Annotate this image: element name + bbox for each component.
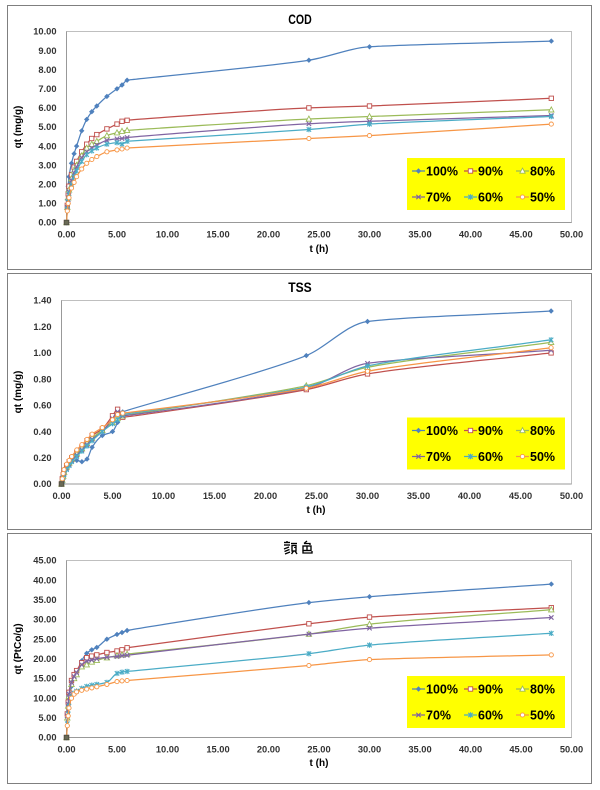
- svg-text:90%: 90%: [478, 165, 503, 179]
- svg-text:10.00: 10.00: [156, 230, 179, 240]
- svg-text:45.00: 45.00: [509, 230, 532, 240]
- svg-text:4.00: 4.00: [38, 141, 56, 151]
- svg-text:10.00: 10.00: [152, 491, 175, 501]
- svg-text:20.00: 20.00: [254, 491, 277, 501]
- svg-text:25.00: 25.00: [305, 491, 328, 501]
- svg-text:1.00: 1.00: [38, 199, 56, 209]
- svg-text:30.00: 30.00: [358, 745, 381, 755]
- svg-text:45.00: 45.00: [33, 556, 56, 566]
- svg-text:qt (PtCo/g): qt (PtCo/g): [13, 623, 24, 674]
- svg-text:10.00: 10.00: [33, 693, 56, 703]
- svg-text:40.00: 40.00: [458, 491, 481, 501]
- svg-text:100%: 100%: [426, 424, 458, 438]
- svg-text:60%: 60%: [478, 709, 503, 723]
- svg-text:t (h): t (h): [307, 505, 326, 516]
- svg-text:80%: 80%: [530, 683, 555, 697]
- svg-text:50.00: 50.00: [560, 491, 583, 501]
- svg-text:35.00: 35.00: [407, 491, 430, 501]
- svg-text:7.00: 7.00: [38, 84, 56, 94]
- svg-text:15.00: 15.00: [33, 674, 56, 684]
- svg-text:35.00: 35.00: [408, 230, 431, 240]
- svg-text:50%: 50%: [530, 709, 555, 723]
- svg-text:20.00: 20.00: [257, 745, 280, 755]
- svg-text:0.40: 0.40: [33, 427, 51, 437]
- svg-text:9.00: 9.00: [38, 46, 56, 56]
- svg-text:70%: 70%: [426, 450, 451, 464]
- svg-text:20.00: 20.00: [33, 654, 56, 664]
- svg-text:5.00: 5.00: [108, 745, 126, 755]
- svg-text:1.00: 1.00: [33, 348, 51, 358]
- svg-text:50%: 50%: [530, 191, 555, 205]
- svg-text:100%: 100%: [426, 683, 458, 697]
- svg-text:20.00: 20.00: [257, 230, 280, 240]
- svg-text:50.00: 50.00: [560, 745, 583, 755]
- svg-text:35.00: 35.00: [33, 595, 56, 605]
- svg-text:qt (mg/g): qt (mg/g): [13, 371, 24, 414]
- svg-text:8.00: 8.00: [38, 65, 56, 75]
- svg-text:10.00: 10.00: [156, 745, 179, 755]
- svg-text:35.00: 35.00: [408, 745, 431, 755]
- svg-text:30.00: 30.00: [33, 615, 56, 625]
- svg-text:60%: 60%: [478, 450, 503, 464]
- svg-text:15.00: 15.00: [203, 491, 226, 501]
- svg-text:90%: 90%: [478, 424, 503, 438]
- svg-text:0.00: 0.00: [38, 733, 56, 743]
- svg-text:40.00: 40.00: [459, 745, 482, 755]
- svg-text:25.00: 25.00: [307, 230, 330, 240]
- svg-text:0.00: 0.00: [33, 479, 51, 489]
- svg-text:50.00: 50.00: [560, 230, 583, 240]
- svg-text:1.20: 1.20: [33, 322, 51, 332]
- svg-text:0.20: 0.20: [33, 453, 51, 463]
- svg-text:70%: 70%: [426, 191, 451, 205]
- svg-text:15.00: 15.00: [206, 230, 229, 240]
- svg-text:40.00: 40.00: [459, 230, 482, 240]
- svg-text:50%: 50%: [530, 450, 555, 464]
- svg-text:60%: 60%: [478, 191, 503, 205]
- svg-text:t (h): t (h): [310, 758, 329, 769]
- svg-text:1.40: 1.40: [33, 296, 51, 306]
- svg-text:0.00: 0.00: [57, 745, 75, 755]
- svg-text:45.00: 45.00: [509, 491, 532, 501]
- svg-text:5.00: 5.00: [38, 122, 56, 132]
- svg-text:0.00: 0.00: [57, 230, 75, 240]
- svg-text:25.00: 25.00: [307, 745, 330, 755]
- svg-text:0.00: 0.00: [52, 491, 70, 501]
- svg-text:t (h): t (h): [310, 244, 329, 255]
- svg-text:qt (mg/g): qt (mg/g): [13, 106, 24, 149]
- svg-text:30.00: 30.00: [358, 230, 381, 240]
- svg-text:0.80: 0.80: [33, 374, 51, 384]
- svg-text:2.00: 2.00: [38, 180, 56, 190]
- svg-text:5.00: 5.00: [38, 713, 56, 723]
- svg-text:25.00: 25.00: [33, 634, 56, 644]
- svg-text:10.00: 10.00: [33, 27, 56, 37]
- svg-text:80%: 80%: [530, 165, 555, 179]
- svg-text:0.00: 0.00: [38, 218, 56, 228]
- svg-text:0.60: 0.60: [33, 401, 51, 411]
- svg-text:5.00: 5.00: [103, 491, 121, 501]
- svg-text:100%: 100%: [426, 165, 458, 179]
- svg-text:COD: COD: [288, 11, 312, 27]
- svg-text:6.00: 6.00: [38, 103, 56, 113]
- svg-text:15.00: 15.00: [206, 745, 229, 755]
- svg-text:TSS: TSS: [288, 279, 312, 295]
- svg-text:90%: 90%: [478, 683, 503, 697]
- svg-text:80%: 80%: [530, 424, 555, 438]
- svg-text:5.00: 5.00: [108, 230, 126, 240]
- svg-text:40.00: 40.00: [33, 575, 56, 585]
- svg-text:30.00: 30.00: [356, 491, 379, 501]
- svg-text:45.00: 45.00: [509, 745, 532, 755]
- svg-text:70%: 70%: [426, 709, 451, 723]
- svg-text:3.00: 3.00: [38, 160, 56, 170]
